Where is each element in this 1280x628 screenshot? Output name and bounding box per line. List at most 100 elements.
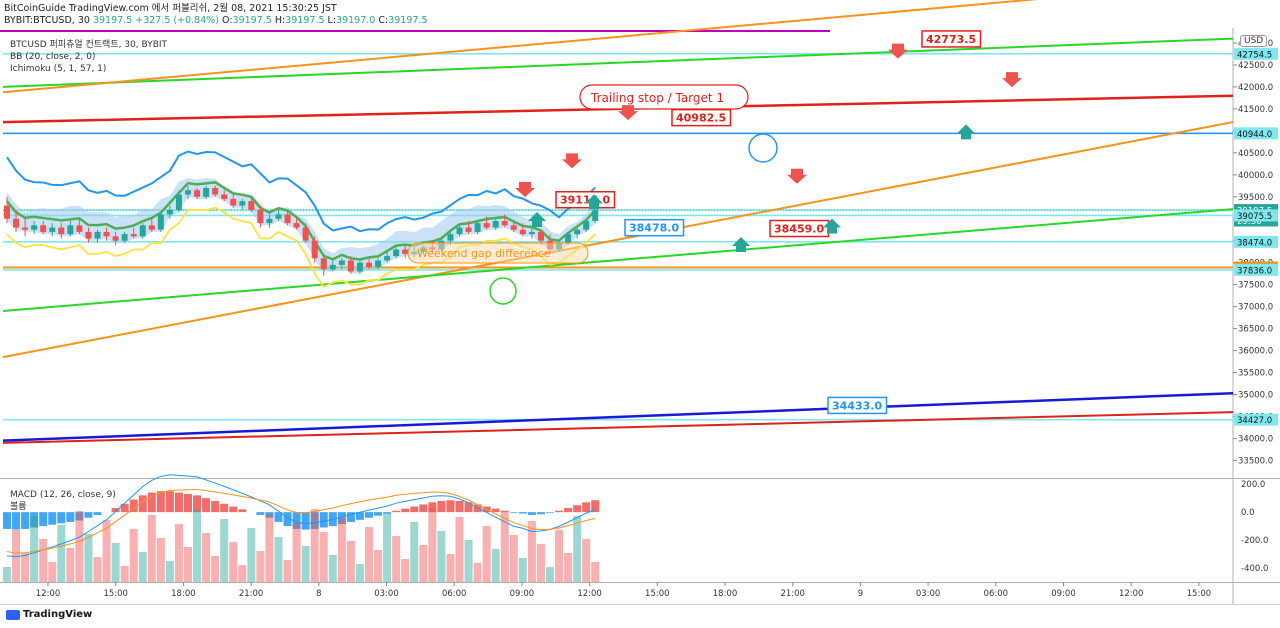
symbol-label: BYBIT:BTCUSD, 30: [4, 15, 90, 26]
macd-histogram-bar: [229, 506, 238, 513]
macd-histogram-bar: [319, 512, 328, 528]
brand: TradingView: [6, 609, 92, 620]
macd-histogram-bar: [591, 500, 600, 513]
brand-label: TradingView: [23, 609, 93, 620]
macd-histogram-bar: [147, 492, 156, 513]
price-tick-label: 36000.0: [1238, 347, 1273, 357]
price-label: 38474.0: [1237, 238, 1272, 248]
candle-body: [592, 210, 599, 221]
macd-histogram-bar: [437, 500, 446, 513]
candle-body: [311, 240, 318, 259]
macd-histogram-bar: [555, 510, 564, 513]
macd-histogram-bar: [410, 506, 419, 513]
macd-histogram-bar: [30, 512, 39, 528]
symbol-header: BYBIT:BTCUSD, 30 39197.5 +327.5 (+0.84%)…: [4, 15, 428, 26]
candle-body: [40, 225, 47, 232]
volume-bar: [120, 566, 129, 582]
ohlc-close-key: C:: [378, 15, 389, 26]
candle-body: [49, 227, 56, 232]
candle-body: [356, 262, 363, 272]
buy-arrow-icon: [823, 218, 841, 234]
volume-bar: [174, 524, 183, 582]
macd-histogram-bar: [301, 512, 310, 530]
candle-body: [483, 223, 490, 228]
price-label-bg: [1234, 235, 1278, 248]
candle-body: [103, 231, 110, 237]
volume-bar: [84, 534, 93, 582]
volume-bar: [310, 509, 319, 582]
candle-body: [338, 260, 345, 265]
candle-body: [148, 225, 155, 230]
price-tick-label: 39500.0: [1238, 193, 1273, 203]
sell-arrow-icon: [1002, 72, 1022, 88]
macd-histogram-bar: [392, 510, 401, 513]
bb-lower-band: [6, 206, 596, 289]
candle-body: [329, 264, 336, 270]
price-tick-label: 36500.0: [1238, 325, 1273, 335]
candle-body: [130, 234, 137, 237]
volume-legend[interactable]: 볼륨: [10, 502, 27, 512]
macd-histogram-bar: [518, 512, 527, 514]
macd-histogram-bar: [283, 512, 292, 527]
candle-body: [194, 190, 201, 197]
price-tick-label: 35500.0: [1238, 369, 1273, 379]
macd-histogram-bar: [93, 512, 102, 515]
ohlc-high: 39197.5: [285, 15, 325, 26]
buy-arrow-icon: [732, 236, 750, 252]
volume-bar: [464, 540, 473, 582]
volume-bar: [374, 550, 383, 582]
candle-body: [510, 225, 517, 230]
price-callout: 42773.5: [921, 30, 982, 48]
candle-body: [501, 220, 508, 226]
smiley-icon: [748, 133, 778, 163]
volume-bar: [437, 531, 446, 582]
volume-bar: [410, 522, 419, 582]
macd-histogram-bar: [21, 512, 30, 529]
price-callout-box: [671, 108, 732, 127]
macd-histogram-bar: [573, 505, 582, 513]
volume-bar: [283, 560, 292, 582]
price-callout-box: [555, 190, 616, 209]
bb-legend[interactable]: BB (20, close, 2, 0): [10, 52, 96, 62]
orange-trendline-lower: [2, 121, 1234, 359]
macd-tick-label: -400.0: [1241, 564, 1268, 574]
volume-bar: [564, 553, 573, 582]
price-label: 42754.5: [1237, 50, 1272, 60]
time-tick-label: 18:00: [171, 589, 196, 599]
ohlc-low: 39197.0: [336, 15, 376, 26]
macd-tick-label: 200.0: [1241, 480, 1265, 490]
macd-legend[interactable]: MACD (12, 26, close, 9): [10, 490, 116, 500]
volume-bar: [346, 541, 355, 582]
price-label: 29:36: [1237, 217, 1262, 227]
price-callout-text: 38478.0: [629, 222, 679, 235]
sell-arrow-icon: [515, 181, 535, 197]
main-series-legend[interactable]: BTCUSD 퍼피츄얼 컨트랙트, 30, BYBIT: [10, 40, 168, 50]
macd-histogram-bar: [383, 512, 392, 514]
candle-body: [565, 234, 572, 243]
bb-basis-line: [6, 181, 597, 261]
volume-bar: [319, 532, 328, 582]
ichimoku-legend[interactable]: Ichimoku (5, 1, 57, 1): [10, 64, 107, 74]
time-tick-label: 03:00: [916, 589, 941, 599]
volume-bar: [365, 527, 373, 582]
candle-body: [393, 249, 400, 257]
macd-line: [6, 474, 596, 558]
candle-body: [528, 231, 535, 235]
buy-arrow-icon: [528, 211, 546, 227]
price-tick-label: 40500.0: [1238, 149, 1273, 159]
macd-histogram-bar: [365, 512, 373, 518]
price-label-bg: [1234, 209, 1278, 222]
macd-tick-label: -200.0: [1241, 536, 1268, 546]
price-label: 34427.0: [1237, 416, 1272, 426]
price-callout: 34433.0: [827, 396, 888, 415]
volume-bar: [147, 515, 156, 582]
macd-histogram-bar: [202, 498, 211, 513]
currency-button[interactable]: USD: [1240, 35, 1268, 47]
macd-histogram-bar: [220, 503, 229, 513]
macd-histogram-bar: [292, 512, 301, 529]
macd-histogram-bar: [193, 495, 202, 513]
volume-bar: [555, 530, 564, 582]
volume-bar: [392, 536, 401, 582]
macd-histogram-bar: [265, 512, 274, 518]
